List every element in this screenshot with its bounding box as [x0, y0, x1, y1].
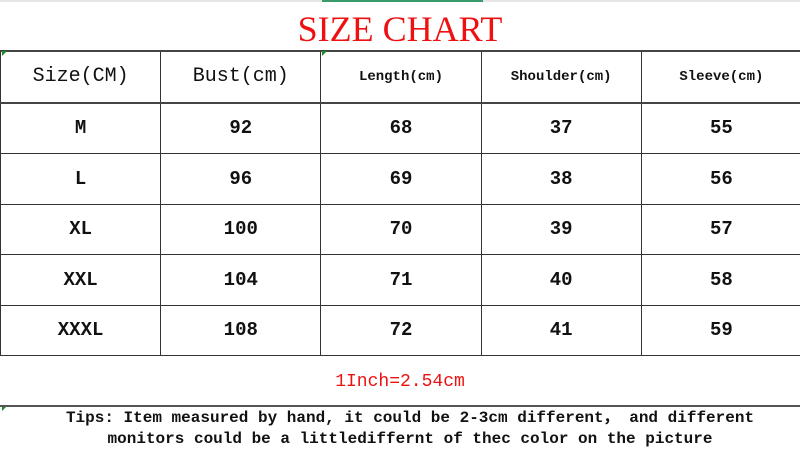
cell-length: 71 — [320, 254, 482, 306]
cell-marker — [2, 406, 7, 411]
cell-sleeve: 55 — [640, 101, 800, 154]
cell-shoulder: 38 — [480, 153, 642, 205]
cell-bust: 92 — [160, 101, 322, 154]
cell-size: L — [0, 153, 162, 205]
cell-length: 72 — [320, 304, 482, 356]
cell-sleeve: 58 — [640, 254, 800, 306]
selected-cell-indicator — [322, 0, 483, 2]
cell-marker — [322, 51, 327, 56]
header-shoulder: Shoulder(cm) — [480, 50, 642, 103]
table-row: XXXL 108 72 41 59 — [0, 304, 800, 356]
table-header-row: Size(CM) Bust(cm) Length(cm) Shoulder(cm… — [0, 50, 800, 103]
cell-size: XL — [0, 203, 162, 255]
header-length: Length(cm) — [320, 50, 482, 103]
conversion-note: 1Inch=2.54cm — [335, 372, 465, 392]
cell-length: 70 — [320, 203, 482, 255]
cell-bust: 100 — [160, 203, 322, 255]
table-row: XXL 104 71 40 58 — [0, 254, 800, 306]
table-row: M 92 68 37 55 — [0, 101, 800, 154]
header-bust: Bust(cm) — [160, 50, 322, 103]
cell-length: 68 — [320, 101, 482, 154]
header-sleeve: Sleeve(cm) — [640, 50, 800, 103]
cell-shoulder: 40 — [480, 254, 642, 306]
cell-length: 69 — [320, 153, 482, 205]
cell-marker — [2, 51, 7, 56]
size-table: Size(CM) Bust(cm) Length(cm) Shoulder(cm… — [0, 50, 800, 356]
table-row: L 96 69 38 56 — [0, 153, 800, 205]
cell-bust: 108 — [160, 304, 322, 356]
cell-bust: 96 — [160, 153, 322, 205]
cell-shoulder: 41 — [480, 304, 642, 356]
cell-bust: 104 — [160, 254, 322, 306]
cell-shoulder: 39 — [480, 203, 642, 255]
table-row: XL 100 70 39 57 — [0, 203, 800, 255]
tips-line-1: Tips: Item measured by hand, it could be… — [65, 409, 755, 427]
cell-size: M — [0, 101, 162, 154]
cell-size: XXL — [0, 254, 162, 306]
header-size: Size(CM) — [0, 50, 162, 103]
cell-sleeve: 56 — [640, 153, 800, 205]
divider — [0, 405, 800, 407]
tips-line-2: monitors could be a littlediffernt of th… — [107, 430, 713, 448]
page-title: SIZE CHART — [297, 9, 503, 49]
cell-sleeve: 59 — [640, 304, 800, 356]
cell-size: XXXL — [0, 304, 162, 356]
tips-note: Tips: Item measured by hand, it could be… — [20, 408, 800, 450]
cell-shoulder: 37 — [480, 101, 642, 154]
cell-sleeve: 57 — [640, 203, 800, 255]
